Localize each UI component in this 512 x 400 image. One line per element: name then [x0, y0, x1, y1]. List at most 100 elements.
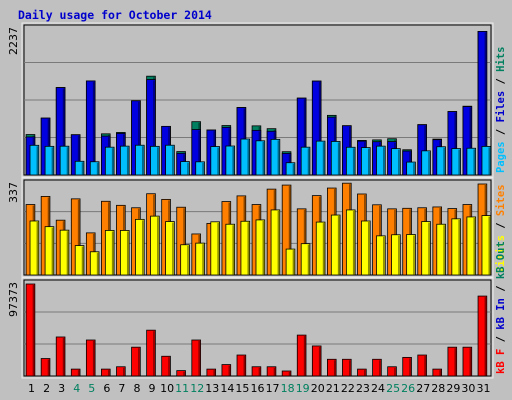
- chart-title: Daily usage for October 2014: [18, 8, 212, 22]
- bar-pages-day-4: [74, 160, 85, 176]
- bar-pages-day-15: [240, 138, 251, 176]
- day-label-22: 22: [341, 382, 355, 395]
- day-label-3: 3: [58, 382, 65, 395]
- day-label-20: 20: [311, 382, 325, 395]
- bar-kb-f-day-11: [176, 370, 186, 377]
- legend-entry: kB Out: [495, 241, 507, 279]
- bar-pages-day-3: [59, 145, 70, 176]
- legend-entry: /: [495, 279, 507, 298]
- bar-pages-day-1: [29, 144, 40, 176]
- legend-entry: /: [495, 330, 507, 349]
- bar-kb-f-day-1: [25, 283, 36, 377]
- bar-kb-f-day-29: [447, 346, 458, 377]
- bar-visits-day-19: [300, 243, 311, 276]
- bar-pages-day-25: [391, 148, 401, 176]
- day-label-5: 5: [88, 382, 95, 395]
- bar-visits-day-2: [44, 226, 55, 276]
- bar-pages-day-7: [120, 145, 130, 176]
- day-label-24: 24: [371, 382, 385, 395]
- bar-visits-day-20: [315, 221, 326, 276]
- day-label-13: 13: [205, 382, 219, 395]
- y-max-label: 2237: [7, 27, 20, 55]
- day-label-9: 9: [149, 382, 156, 395]
- bar-visits-day-21: [330, 214, 341, 276]
- day-label-30: 30: [461, 382, 475, 395]
- bar-pages-day-26: [406, 161, 416, 176]
- legend-entry: Files: [495, 91, 507, 123]
- bar-visits-day-4: [74, 245, 85, 276]
- bar-visits-day-6: [104, 230, 115, 276]
- bar-pages-day-10: [165, 144, 175, 176]
- day-label-21: 21: [326, 382, 340, 395]
- bar-visits-day-28: [436, 223, 446, 276]
- bar-visits-day-10: [165, 221, 175, 276]
- bar-kb-f-day-15: [236, 354, 247, 377]
- bar-pages-day-2: [44, 145, 55, 176]
- bar-visits-day-22: [345, 209, 356, 276]
- bar-kb-f-day-27: [417, 354, 427, 377]
- bar-pages-day-17: [270, 138, 281, 176]
- series-legend: kB F / kB In / kB Out: [495, 241, 507, 374]
- bar-kb-f-day-22: [342, 358, 352, 377]
- day-label-28: 28: [431, 382, 445, 395]
- bar-visits-day-24: [376, 235, 386, 276]
- day-label-18: 18: [281, 382, 295, 395]
- series-legend: Pages / Files / Hits: [495, 47, 507, 173]
- panel-visits: 337 Visits / Sites: [7, 177, 507, 278]
- y-max-label: 97373: [7, 282, 20, 317]
- bar-kb-f-day-17: [266, 366, 277, 377]
- bar-pages-day-8: [135, 144, 145, 176]
- day-label-4: 4: [73, 382, 80, 395]
- legend-entry: Pages: [495, 141, 507, 173]
- bar-pages-day-13: [210, 146, 220, 176]
- bar-kb-f-day-9: [146, 329, 156, 377]
- day-label-19: 19: [296, 382, 310, 395]
- panel-hits: 2237 Pages / Files / Hits: [7, 22, 507, 178]
- day-label-8: 8: [133, 382, 140, 395]
- legend-entry: kB F: [495, 349, 507, 374]
- panel-frame-outer: [21, 277, 494, 379]
- bar-visits-day-18: [285, 248, 296, 276]
- bar-kb-f-day-24: [372, 358, 382, 377]
- bar-visits-day-25: [391, 234, 401, 276]
- day-label-29: 29: [446, 382, 460, 395]
- bar-pages-day-31: [481, 146, 492, 176]
- bar-visits-day-12: [195, 242, 205, 276]
- bar-visits-day-17: [270, 209, 281, 276]
- bar-kb-f-day-2: [40, 358, 51, 377]
- bar-kb-f-day-19: [296, 334, 307, 377]
- bar-pages-day-28: [436, 146, 446, 176]
- bar-visits-day-15: [240, 220, 251, 276]
- bar-pages-day-19: [300, 146, 311, 176]
- bar-kb-f-day-12: [191, 339, 201, 377]
- legend-entry: /: [495, 72, 507, 91]
- bar-kb-f-day-21: [326, 358, 337, 377]
- day-label-23: 23: [356, 382, 370, 395]
- bar-kb-f-day-28: [432, 368, 442, 377]
- panel-frame-outer: [21, 177, 494, 278]
- day-label-25: 25: [386, 382, 400, 395]
- series-legend: Visits / Sites: [495, 184, 507, 273]
- bar-pages-day-16: [255, 140, 266, 176]
- bar-pages-day-6: [104, 146, 115, 176]
- day-label-12: 12: [190, 382, 204, 395]
- legend-entry: Hits: [495, 47, 507, 72]
- y-max-label: 337: [7, 182, 20, 203]
- bar-pages-day-5: [89, 161, 100, 176]
- panel-plot-area: [23, 279, 492, 377]
- bar-pages-day-14: [225, 145, 236, 176]
- day-label-15: 15: [235, 382, 249, 395]
- bar-kb-f-day-6: [101, 368, 111, 377]
- bar-files-day-5: [85, 80, 96, 176]
- bar-kb-f-day-3: [55, 336, 66, 377]
- day-label-10: 10: [160, 382, 174, 395]
- bar-kb-f-day-18: [281, 370, 292, 377]
- bar-visits-day-5: [89, 251, 100, 276]
- day-label-1: 1: [28, 382, 35, 395]
- bar-pages-day-24: [376, 145, 386, 176]
- bar-visits-day-14: [225, 223, 236, 276]
- chart-panels: 2237 Pages / Files / Hits 337 Visits / Site…: [7, 22, 507, 379]
- bar-visits-day-26: [406, 234, 416, 276]
- bar-kb-f-day-30: [462, 346, 473, 377]
